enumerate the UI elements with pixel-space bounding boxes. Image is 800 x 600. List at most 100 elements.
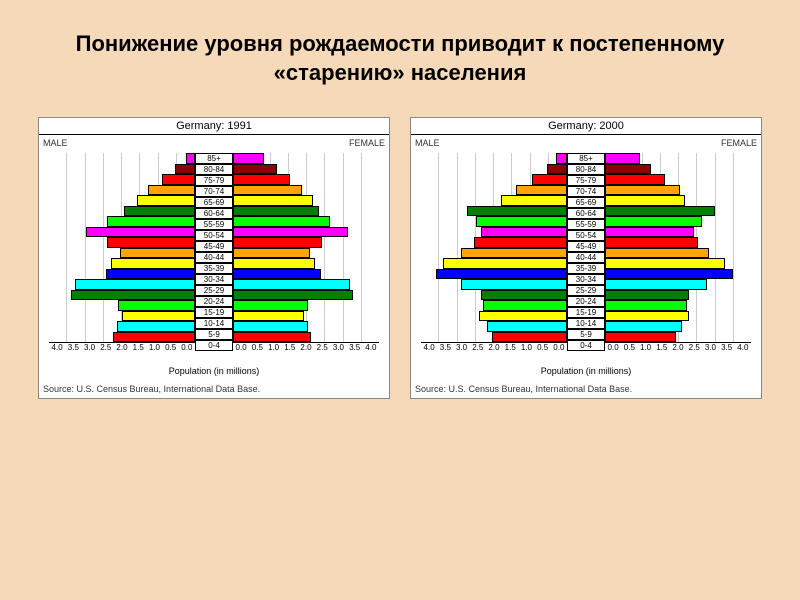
x-tick: 0.0 (551, 343, 567, 352)
male-bar (118, 300, 195, 311)
age-label: 20-24 (567, 296, 605, 307)
male-bar (487, 321, 567, 332)
x-tick: 0.5 (621, 343, 637, 352)
x-tick: 1.5 (282, 343, 298, 352)
age-label: 5-9 (567, 329, 605, 340)
x-tick: 2.5 (314, 343, 330, 352)
male-bar (443, 258, 567, 269)
female-bar (233, 290, 353, 301)
age-label: 40-44 (567, 252, 605, 263)
male-bar (175, 164, 195, 175)
x-tick: 2.5 (686, 343, 702, 352)
male-bar (483, 300, 567, 311)
source-text: Source: U.S. Census Bureau, Internationa… (415, 384, 632, 394)
age-label: 50-54 (195, 230, 233, 241)
female-bar (233, 227, 348, 238)
x-tick: 1.0 (518, 343, 534, 352)
female-bar (605, 321, 682, 332)
female-bar (605, 185, 680, 196)
age-label: 30-34 (567, 274, 605, 285)
female-bar (605, 206, 715, 217)
male-bar (75, 279, 195, 290)
female-bar (233, 321, 308, 332)
x-tick: 3.5 (437, 343, 453, 352)
female-bar (605, 216, 702, 227)
pyramid-area: 85+80-8475-7970-7465-6960-6455-5950-5445… (49, 153, 379, 343)
female-bar (605, 153, 640, 164)
male-bar (461, 248, 567, 259)
female-label: FEMALE (721, 138, 757, 148)
chart-title: Germany: 1991 (39, 118, 389, 135)
male-bar (479, 311, 567, 322)
age-label: 45-49 (567, 241, 605, 252)
female-bar (233, 153, 264, 164)
male-bar (556, 153, 567, 164)
female-bar (233, 269, 321, 280)
male-bar (492, 332, 567, 343)
x-tick: 3.5 (347, 343, 363, 352)
female-bar (605, 195, 685, 206)
female-bar (605, 300, 687, 311)
x-tick: 1.0 (146, 343, 162, 352)
female-bar (233, 195, 313, 206)
female-bar (605, 248, 709, 259)
age-label: 65-69 (567, 197, 605, 208)
male-bar (107, 216, 195, 227)
female-bar (233, 206, 319, 217)
age-label: 60-64 (195, 208, 233, 219)
male-bar (516, 185, 567, 196)
male-bar (532, 174, 567, 185)
x-tick: 3.5 (65, 343, 81, 352)
age-label: 60-64 (567, 208, 605, 219)
x-tick: 3.0 (702, 343, 718, 352)
x-tick: 2.0 (670, 343, 686, 352)
x-tick: 0.0 (605, 343, 621, 352)
female-bar (233, 237, 322, 248)
age-label: 85+ (567, 153, 605, 164)
age-label: 40-44 (195, 252, 233, 263)
x-tick: 0.0 (233, 343, 249, 352)
female-bar (233, 216, 330, 227)
female-bar (605, 227, 694, 238)
male-bar (113, 332, 195, 343)
female-bar (605, 332, 676, 343)
x-tick: 3.0 (453, 343, 469, 352)
slide-title: Понижение уровня рождаемости приводит к … (0, 0, 800, 107)
male-label: MALE (415, 138, 440, 148)
female-bar (605, 164, 651, 175)
age-label: 75-79 (195, 175, 233, 186)
charts-row: Germany: 1991 MALE FEMALE 85+80-8475-7970-7… (0, 107, 800, 409)
male-bar (124, 206, 195, 217)
x-tick: 4.0 (735, 343, 751, 352)
age-label: 55-59 (567, 219, 605, 230)
chart-title: Germany: 2000 (411, 118, 761, 135)
x-tick: 3.0 (81, 343, 97, 352)
male-bar (117, 321, 195, 332)
x-tick: 3.5 (719, 343, 735, 352)
x-tick: 2.5 (470, 343, 486, 352)
female-bar (605, 174, 665, 185)
age-label: 75-79 (567, 175, 605, 186)
age-label: 25-29 (195, 285, 233, 296)
female-bar (233, 279, 350, 290)
age-label: 45-49 (195, 241, 233, 252)
female-bar (605, 237, 698, 248)
pyramid-chart-2000: Germany: 2000MALEFEMALE85+80-8475-7970-7… (410, 117, 762, 399)
male-bar (137, 195, 195, 206)
source-text: Source: U.S. Census Bureau, Internationa… (43, 384, 260, 394)
male-bar (162, 174, 195, 185)
female-label: FEMALE (349, 138, 385, 148)
x-tick: 0.5 (163, 343, 179, 352)
x-tick: 1.5 (130, 343, 146, 352)
age-label: 20-24 (195, 296, 233, 307)
male-bar (436, 269, 567, 280)
female-bar (605, 258, 725, 269)
x-tick: 1.0 (637, 343, 653, 352)
male-bar (120, 248, 195, 259)
x-tick: 2.0 (114, 343, 130, 352)
male-bar (106, 269, 195, 280)
male-bar (186, 153, 195, 164)
male-bar (86, 227, 196, 238)
age-label: 35-39 (195, 263, 233, 274)
age-label: 10-14 (567, 318, 605, 329)
